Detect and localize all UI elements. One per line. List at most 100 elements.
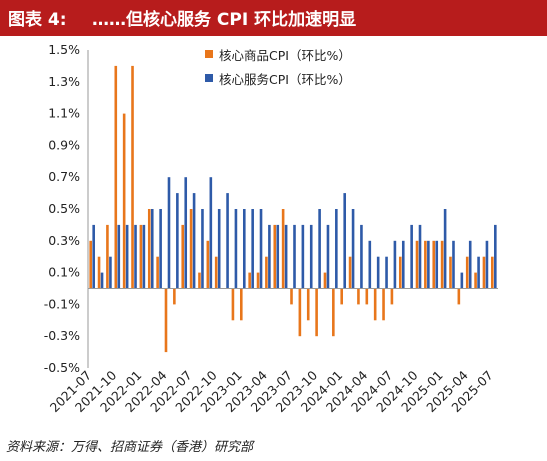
bar-goods [122, 113, 126, 289]
bar-services [251, 209, 254, 289]
bar-goods [365, 288, 369, 305]
y-tick-label: 0.9% [48, 137, 80, 152]
bar-services [309, 224, 313, 289]
source-note: 资料来源：万得、招商证券（香港）研究部 [6, 440, 254, 455]
legend-swatch-goods [205, 50, 213, 58]
bar-services [301, 224, 305, 289]
legend-label-services: 核心服务CPI（环比%） [219, 71, 351, 87]
bar-services [326, 224, 330, 289]
bar-goods [491, 256, 494, 289]
bar-goods [281, 209, 285, 289]
bar-goods [390, 288, 394, 305]
bar-goods [239, 288, 243, 321]
bar-goods [248, 272, 251, 289]
bar-services [418, 224, 422, 289]
bar-goods [273, 224, 277, 289]
bar-services [242, 209, 246, 289]
bar-services [276, 224, 280, 289]
bar-goods [164, 288, 168, 353]
bar-services [217, 209, 221, 289]
bar-goods [382, 288, 385, 321]
bar-goods [214, 256, 218, 289]
bar-goods [131, 65, 134, 289]
bar-goods [398, 256, 402, 289]
bar-goods [348, 256, 352, 289]
bar-goods [315, 288, 318, 337]
bar-services [460, 272, 464, 289]
bar-services [284, 224, 288, 289]
bar-services [176, 193, 179, 289]
bar-goods [256, 272, 260, 289]
y-tick-label: 1.3% [48, 74, 80, 89]
figure-header: 图表 4: ……但核心服务 CPI 环比加速明显 [0, 0, 547, 36]
bar-services [117, 224, 121, 289]
y-tick-label: 0.3% [48, 233, 80, 248]
bar-chart: 1.5% 1.3% 1.1% 0.9% 0.7% 0.5% 0.3% 0.1% -0.1% -0.… [44, 42, 498, 415]
bar-services [494, 224, 497, 289]
bar-goods [298, 288, 302, 337]
bar-services [468, 240, 472, 289]
bar-services [159, 209, 162, 289]
bar-services [351, 209, 355, 289]
y-tick-label: 0.5% [48, 201, 80, 216]
bar-goods [181, 224, 185, 289]
bar-goods [474, 272, 477, 289]
bar-services [125, 224, 129, 289]
y-tick-label: 0.7% [48, 169, 80, 184]
y-tick-label: 1.5% [48, 42, 80, 57]
bar-goods [147, 209, 151, 289]
bar-services [477, 256, 480, 289]
bar-goods [173, 288, 176, 305]
bar-services [427, 240, 430, 289]
bar-services [485, 240, 489, 289]
bar-services [209, 177, 213, 289]
bar-goods [97, 256, 101, 289]
bar-services [318, 209, 321, 289]
y-tick-label: -0.1% [44, 296, 80, 311]
bar-goods [340, 288, 344, 305]
bar-goods [265, 256, 268, 289]
bar-services [343, 193, 347, 289]
bar-services [268, 224, 271, 289]
bar-services [192, 193, 196, 289]
bar-services [376, 256, 380, 289]
bar-goods [449, 256, 452, 289]
bar-goods [114, 65, 118, 289]
bar-services [167, 177, 171, 289]
bar-goods [89, 240, 92, 289]
y-tick-label: -0.3% [44, 328, 80, 343]
bar-goods [323, 272, 327, 289]
bar-goods [106, 224, 109, 289]
bar-goods [206, 240, 210, 289]
bar-services [452, 240, 455, 289]
bar-services [368, 240, 372, 289]
bar-services [142, 224, 146, 289]
y-tick-label: 0.1% [48, 265, 80, 280]
bar-goods [440, 240, 444, 289]
bar-services [184, 177, 188, 289]
legend-item-services: 核心服务CPI（环比%） [205, 66, 351, 90]
bar-goods [373, 288, 377, 321]
bar-goods [290, 288, 293, 305]
legend-label-goods: 核心商品CPI（环比%） [219, 47, 351, 63]
figure-title: ……但核心服务 CPI 环比加速明显 [92, 10, 357, 30]
bar-services [134, 224, 137, 289]
bar-services [360, 224, 363, 289]
bar-services [393, 240, 397, 289]
bar-services [401, 240, 405, 289]
bar-services [293, 224, 296, 289]
bar-goods [457, 288, 461, 305]
bar-goods [231, 288, 235, 321]
figure-label: 图表 4: [8, 10, 67, 30]
bar-services [234, 209, 238, 289]
bar-goods [432, 240, 436, 289]
bar-goods [357, 288, 360, 305]
bar-services [443, 209, 447, 289]
bar-services [226, 193, 229, 289]
chart-legend: 核心商品CPI（环比%） 核心服务CPI（环比%） [205, 42, 351, 90]
bar-services [150, 209, 154, 289]
bar-goods [139, 224, 143, 289]
bar-services [385, 256, 388, 289]
bar-goods [465, 256, 469, 289]
bar-services [201, 209, 204, 289]
